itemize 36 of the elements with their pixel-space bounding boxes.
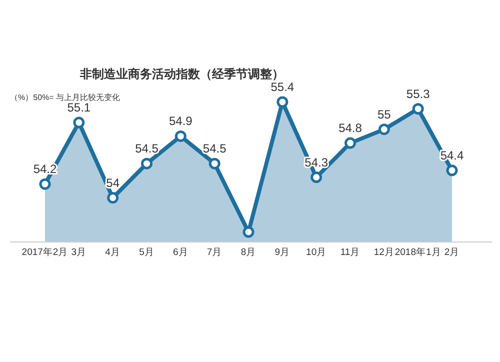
data-label: 55.1 xyxy=(67,100,91,115)
x-tick-label: 11月 xyxy=(340,247,360,258)
point xyxy=(141,158,152,170)
x-tick-label: 10月 xyxy=(306,247,327,258)
data-label: 55.3 xyxy=(406,86,430,101)
chart-title: 非制造业商务活动指数（经季节调整） xyxy=(79,67,284,81)
point xyxy=(276,96,288,108)
point xyxy=(310,172,322,184)
point xyxy=(73,116,85,128)
point xyxy=(446,164,458,176)
x-tick-label: 2017年2月 xyxy=(22,246,68,258)
data-label: 54.9 xyxy=(168,114,193,128)
point xyxy=(412,103,424,115)
point xyxy=(242,226,254,238)
point xyxy=(107,192,119,204)
x-tick-label: 6月 xyxy=(173,247,188,258)
data-label: 54.8 xyxy=(338,121,362,136)
point xyxy=(378,124,390,136)
data-label: 54.5 xyxy=(135,142,159,156)
point xyxy=(344,137,356,149)
data-label: 55 xyxy=(377,107,392,122)
x-tick-label: 12月 xyxy=(374,247,394,258)
x-tick-label: 4月 xyxy=(105,247,120,258)
annotation: （%）50%= 与上月比较无变化 xyxy=(10,93,120,102)
x-tick-label: 2月 xyxy=(444,247,460,258)
data-label: 55.4 xyxy=(270,80,294,94)
point xyxy=(39,178,51,190)
point xyxy=(174,130,186,142)
data-label: 54.5 xyxy=(202,142,227,156)
x-tick-label: 5月 xyxy=(139,247,154,258)
x-tick-label: 8月 xyxy=(240,247,256,258)
x-tick-label: 2018年1月 xyxy=(394,246,442,258)
x-tick-label: 3月 xyxy=(71,247,87,258)
x-tick-label: 9月 xyxy=(274,247,290,258)
x-tick-label: 7月 xyxy=(206,247,222,258)
point xyxy=(208,158,220,170)
